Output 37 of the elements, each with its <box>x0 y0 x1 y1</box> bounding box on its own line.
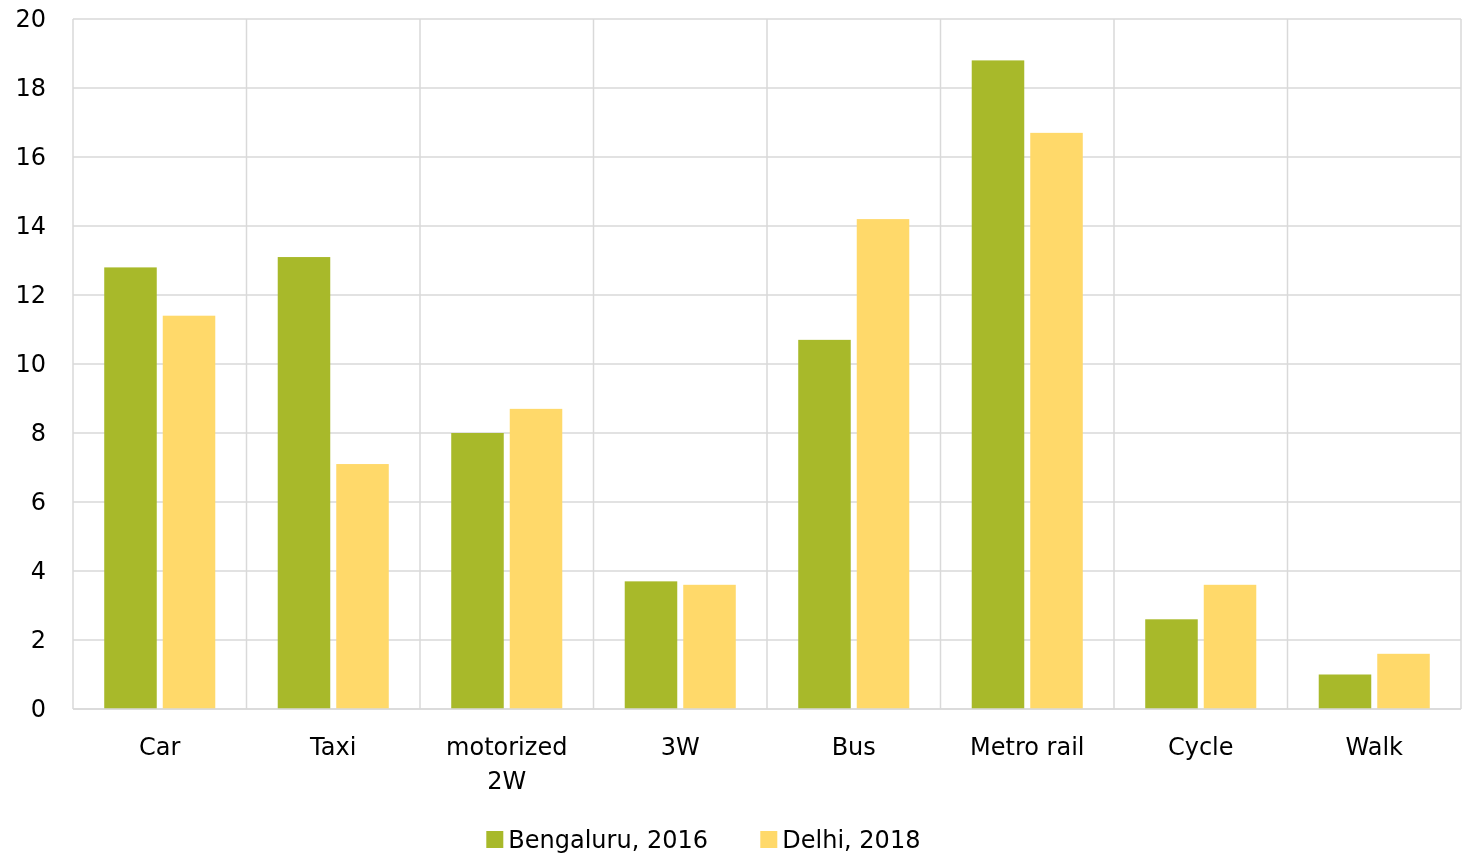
bar <box>683 584 736 709</box>
bar <box>1377 653 1430 709</box>
y-tick-label: 12 <box>15 281 46 309</box>
bar <box>509 408 563 709</box>
bar <box>1145 619 1198 709</box>
y-tick-label: 14 <box>15 212 46 240</box>
bar <box>1318 674 1372 709</box>
bar <box>856 219 910 709</box>
x-tick-label: Taxi <box>309 733 357 761</box>
x-tick-label: Metro rail <box>970 733 1085 761</box>
y-tick-label: 2 <box>30 626 46 654</box>
bar <box>971 60 1025 709</box>
legend-label: Delhi, 2018 <box>782 826 921 854</box>
legend-label: Bengaluru, 2016 <box>508 826 708 854</box>
y-tick-label: 20 <box>15 5 46 33</box>
y-tick-label: 18 <box>15 74 46 102</box>
y-tick-label: 6 <box>30 488 46 516</box>
bar <box>277 257 331 709</box>
bar <box>1203 584 1257 709</box>
bar <box>336 464 389 709</box>
bar <box>1030 132 1083 709</box>
x-tick-label: Car <box>139 733 181 761</box>
y-tick-label: 0 <box>30 695 46 723</box>
y-tick-label: 10 <box>15 350 46 378</box>
bar <box>624 581 678 709</box>
x-tick-label: Cycle <box>1167 733 1234 761</box>
x-tick-label: 3W <box>660 733 700 761</box>
bar <box>798 339 851 709</box>
x-tick-label: Walk <box>1345 733 1404 761</box>
y-tick-label: 8 <box>30 419 46 447</box>
bar <box>104 267 157 709</box>
bar <box>451 433 504 709</box>
x-tick-label: Bus <box>831 733 876 761</box>
bar <box>162 315 216 709</box>
x-tick-label: motorized 2W <box>446 733 568 795</box>
y-tick-label: 4 <box>30 557 46 585</box>
y-tick-label: 16 <box>15 143 46 171</box>
